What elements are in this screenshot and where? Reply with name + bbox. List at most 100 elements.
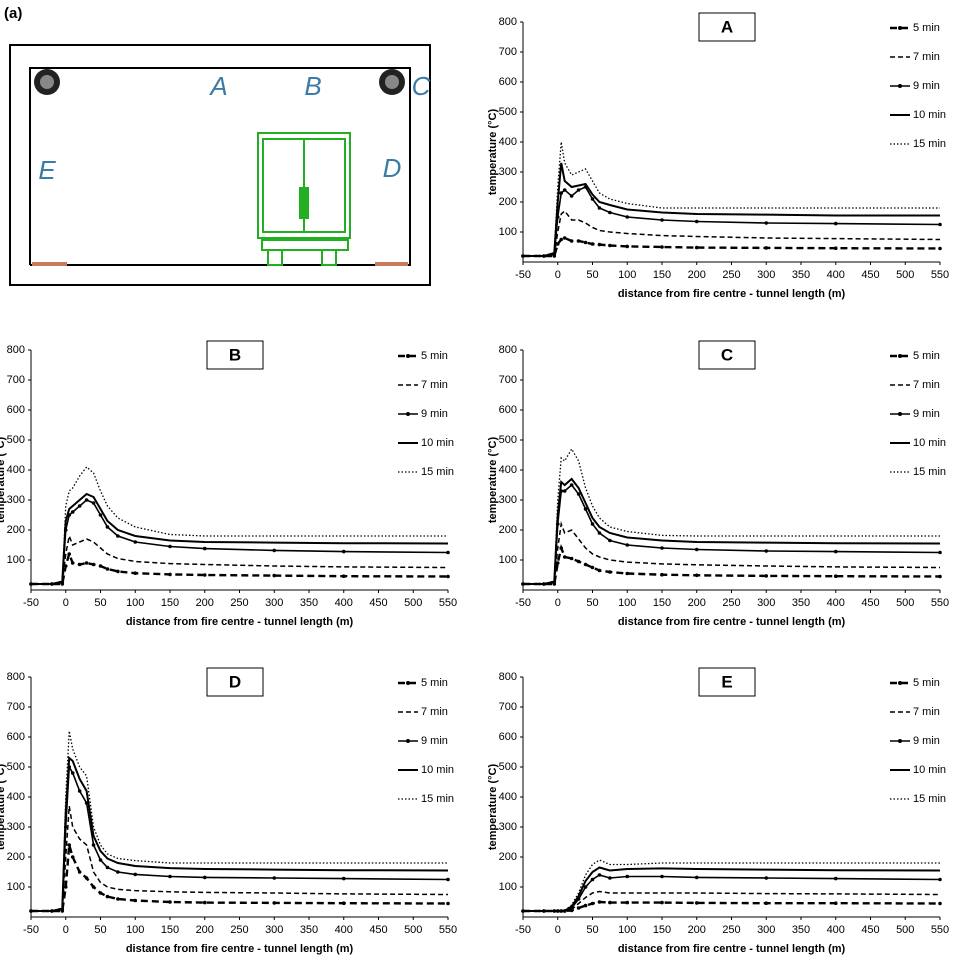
point-marker bbox=[98, 564, 103, 568]
y-tick-label: 300 bbox=[499, 166, 517, 178]
series-line bbox=[523, 543, 941, 586]
point-marker bbox=[608, 538, 612, 543]
point-marker bbox=[105, 865, 110, 870]
x-tick-label: 350 bbox=[792, 924, 810, 936]
point-marker bbox=[590, 242, 595, 246]
x-tick-label: 300 bbox=[757, 597, 775, 609]
y-tick-label: 800 bbox=[499, 344, 517, 356]
series-line bbox=[523, 890, 941, 912]
legend-label: 5 min bbox=[421, 350, 448, 362]
point-marker bbox=[583, 562, 588, 567]
legend-label: 10 min bbox=[421, 764, 454, 776]
x-tick-label: 550 bbox=[439, 597, 457, 609]
point-marker bbox=[694, 547, 699, 552]
point-marker bbox=[559, 191, 564, 195]
series-line bbox=[523, 209, 941, 257]
x-tick-label: 200 bbox=[688, 597, 706, 609]
x-tick-label: 50 bbox=[94, 924, 106, 936]
legend-label: 15 min bbox=[421, 793, 454, 805]
y-axis-label: temperature (°C) bbox=[487, 109, 499, 196]
point-marker bbox=[608, 876, 612, 880]
point-marker bbox=[608, 570, 612, 574]
x-tick-label: 500 bbox=[896, 269, 914, 281]
y-tick-label: 200 bbox=[499, 851, 517, 863]
chart: 100 200 300 400 500 600 700 800 -50 0 50 100 150 200 2… bbox=[487, 340, 949, 628]
x-tick-label: 50 bbox=[94, 597, 106, 609]
x-tick-label: 100 bbox=[126, 597, 144, 609]
point-marker bbox=[562, 236, 567, 240]
point-marker bbox=[660, 900, 664, 905]
point-marker bbox=[562, 489, 567, 493]
point-marker bbox=[70, 510, 75, 514]
series-line bbox=[523, 141, 940, 257]
x-tick-label: 250 bbox=[722, 924, 740, 936]
point-marker bbox=[576, 906, 581, 910]
point-marker bbox=[576, 239, 581, 243]
point-marker bbox=[938, 222, 942, 227]
y-tick-label: 700 bbox=[7, 701, 25, 713]
y-tick-label: 400 bbox=[499, 464, 517, 476]
series-line bbox=[523, 447, 940, 585]
legend-label: 5 min bbox=[913, 677, 940, 689]
series-line bbox=[523, 162, 940, 257]
legend-label: 10 min bbox=[421, 437, 454, 449]
y-tick-label: 200 bbox=[7, 524, 25, 536]
legend-label: 5 min bbox=[913, 350, 940, 362]
point-marker bbox=[84, 876, 89, 880]
series-line bbox=[31, 764, 449, 912]
location-label: C bbox=[412, 71, 431, 101]
x-tick-label: 300 bbox=[265, 597, 283, 609]
y-tick-label: 200 bbox=[499, 524, 517, 536]
point-marker bbox=[660, 546, 664, 550]
chart-title: A bbox=[721, 17, 733, 36]
point-marker bbox=[562, 555, 567, 559]
y-tick-label: 100 bbox=[7, 881, 25, 893]
chart-title: E bbox=[721, 672, 732, 691]
series-line bbox=[523, 521, 941, 585]
legend-marker bbox=[898, 739, 902, 743]
chart-title: B bbox=[229, 345, 241, 364]
legend-label: 10 min bbox=[913, 764, 946, 776]
y-tick-label: 400 bbox=[7, 791, 25, 803]
point-marker bbox=[694, 901, 699, 905]
y-axis-label: temperature (°C) bbox=[487, 764, 499, 851]
point-marker bbox=[559, 546, 564, 550]
point-marker bbox=[341, 549, 346, 554]
truck bbox=[257, 132, 351, 266]
legend-label: 10 min bbox=[913, 437, 946, 449]
point-marker bbox=[833, 876, 838, 881]
point-marker bbox=[67, 843, 72, 847]
y-tick-label: 700 bbox=[499, 374, 517, 386]
y-tick-label: 300 bbox=[7, 821, 25, 833]
point-marker bbox=[77, 789, 82, 793]
y-tick-label: 500 bbox=[7, 434, 25, 446]
y-tick-label: 700 bbox=[7, 374, 25, 386]
y-tick-label: 600 bbox=[7, 731, 25, 743]
series-line bbox=[523, 859, 940, 912]
point-marker bbox=[694, 219, 699, 224]
point-marker bbox=[272, 901, 277, 905]
y-tick-label: 100 bbox=[499, 881, 517, 893]
x-tick-label: 550 bbox=[931, 597, 949, 609]
title-box bbox=[698, 667, 756, 697]
y-tick-label: 200 bbox=[499, 196, 517, 208]
legend-marker bbox=[898, 681, 902, 685]
point-marker bbox=[938, 574, 942, 579]
point-marker bbox=[625, 244, 630, 249]
point-marker bbox=[694, 245, 699, 250]
legend-label: 15 min bbox=[913, 138, 946, 150]
point-marker bbox=[341, 876, 346, 881]
point-marker bbox=[168, 572, 172, 577]
point-marker bbox=[597, 900, 602, 904]
point-marker bbox=[833, 574, 838, 578]
x-tick-label: 50 bbox=[586, 269, 598, 281]
point-marker bbox=[597, 206, 602, 210]
y-tick-label: 400 bbox=[499, 136, 517, 148]
legend-label: 15 min bbox=[913, 793, 946, 805]
point-marker bbox=[98, 513, 103, 517]
point-marker bbox=[608, 243, 612, 248]
point-marker bbox=[77, 562, 82, 567]
x-tick-label: 150 bbox=[653, 269, 671, 281]
point-marker bbox=[938, 246, 942, 251]
y-tick-label: 100 bbox=[499, 554, 517, 566]
